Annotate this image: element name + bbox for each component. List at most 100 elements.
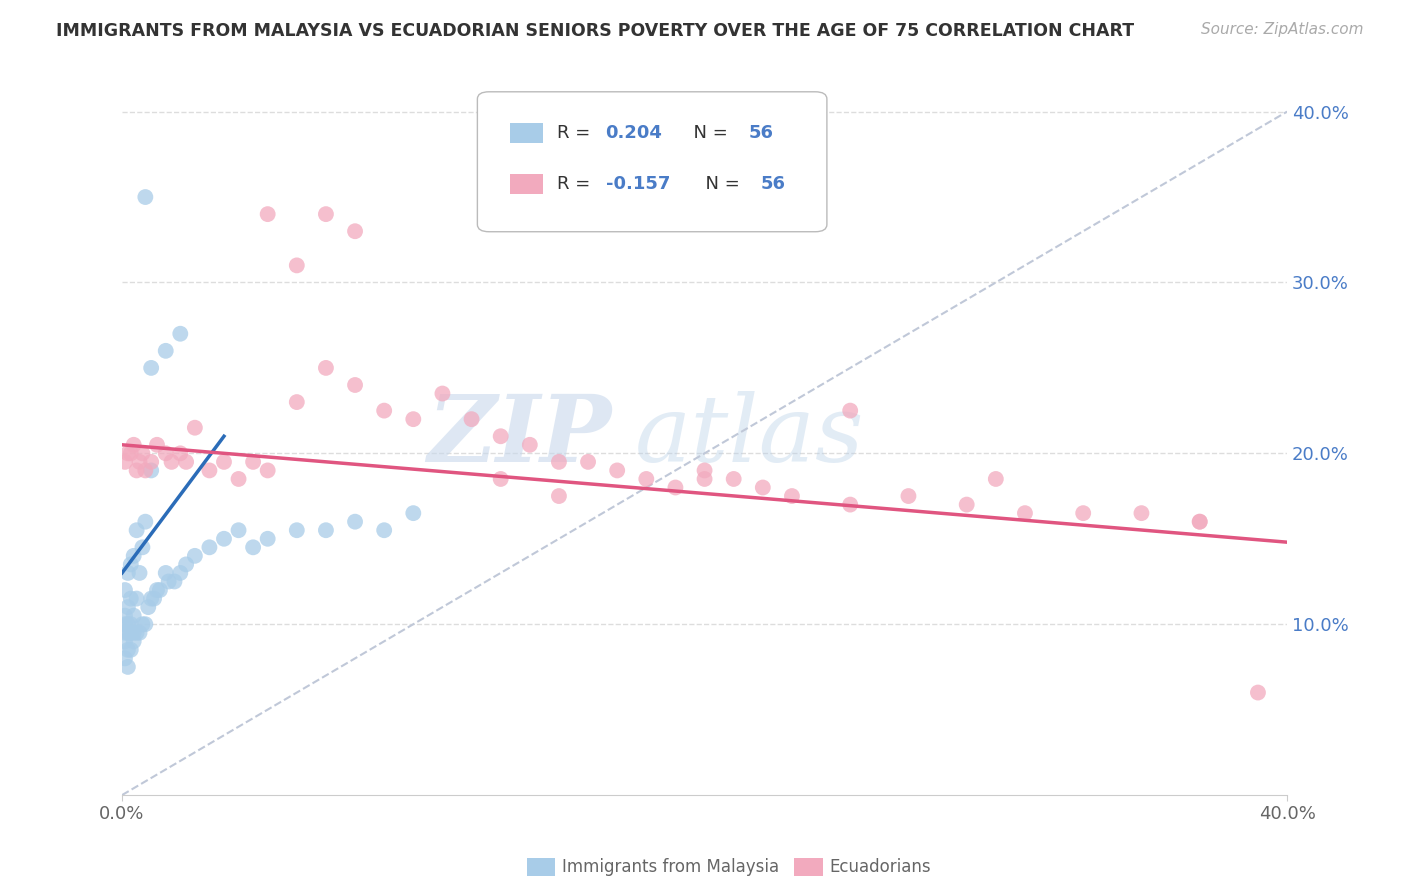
Text: 0.204: 0.204 (606, 124, 662, 143)
FancyBboxPatch shape (478, 92, 827, 232)
Point (548, 455, 571, 469)
Point (114, 634, 136, 648)
Text: IMMIGRANTS FROM MALAYSIA VS ECUADORIAN SENIORS POVERTY OVER THE AGE OF 75 CORREL: IMMIGRANTS FROM MALAYSIA VS ECUADORIAN S… (56, 22, 1135, 40)
Point (149, 582, 172, 597)
Point (184, 549, 207, 563)
Point (548, 489, 571, 503)
Point (131, 541, 153, 555)
Text: R =: R = (557, 175, 596, 193)
Point (128, 455, 150, 469)
Point (212, 532, 235, 546)
FancyBboxPatch shape (510, 123, 543, 144)
Point (128, 566, 150, 580)
Point (780, 489, 803, 503)
Point (402, 412, 425, 426)
Point (839, 498, 862, 512)
Point (141, 360, 163, 375)
Point (131, 617, 153, 632)
Text: R =: R = (557, 124, 596, 143)
Point (114, 625, 136, 640)
Point (285, 523, 308, 537)
Point (285, 395, 308, 409)
Point (114, 651, 136, 665)
Point (122, 634, 145, 648)
Point (117, 625, 139, 640)
Point (184, 420, 207, 434)
Point (125, 625, 148, 640)
Text: Ecuadorians: Ecuadorians (830, 858, 931, 876)
Point (212, 455, 235, 469)
Point (432, 386, 454, 401)
Text: -0.157: -0.157 (606, 175, 669, 193)
Point (1188, 515, 1211, 529)
Point (693, 463, 716, 477)
Point (114, 617, 136, 632)
Point (125, 591, 148, 606)
Point (664, 481, 686, 495)
Text: Immigrants from Malaysia: Immigrants from Malaysia (562, 858, 779, 876)
Point (134, 463, 156, 477)
Point (198, 541, 221, 555)
Point (125, 463, 148, 477)
Point (315, 523, 337, 537)
Point (752, 481, 775, 495)
Point (285, 259, 308, 273)
Point (120, 617, 142, 632)
Point (956, 498, 979, 512)
Text: atlas: atlas (634, 392, 865, 482)
Point (489, 472, 512, 486)
Point (693, 472, 716, 486)
Point (155, 566, 177, 580)
Point (117, 600, 139, 615)
Point (1014, 506, 1036, 520)
Point (519, 438, 541, 452)
Point (122, 625, 145, 640)
Point (344, 515, 367, 529)
Point (146, 438, 169, 452)
Point (839, 403, 862, 417)
Point (114, 455, 136, 469)
Point (134, 190, 156, 204)
Point (169, 446, 191, 460)
Point (256, 207, 278, 221)
Point (897, 489, 920, 503)
Text: N =: N = (682, 124, 734, 143)
Point (460, 412, 482, 426)
Point (131, 446, 153, 460)
Point (1071, 506, 1094, 520)
Point (723, 472, 745, 486)
Point (117, 446, 139, 460)
Point (146, 582, 169, 597)
Point (120, 446, 142, 460)
Point (228, 523, 250, 537)
Point (141, 463, 163, 477)
Point (344, 224, 367, 238)
Point (117, 617, 139, 632)
Point (143, 591, 166, 606)
Point (141, 455, 163, 469)
Point (984, 472, 1007, 486)
Point (373, 523, 395, 537)
Text: 56: 56 (761, 175, 786, 193)
Point (256, 532, 278, 546)
Point (160, 455, 183, 469)
Text: 56: 56 (749, 124, 773, 143)
Point (128, 625, 150, 640)
FancyBboxPatch shape (510, 174, 543, 194)
Point (198, 463, 221, 477)
Point (373, 403, 395, 417)
Point (315, 207, 337, 221)
Point (1247, 685, 1270, 699)
Point (114, 582, 136, 597)
Point (134, 515, 156, 529)
Point (606, 463, 628, 477)
Point (141, 591, 163, 606)
Point (122, 438, 145, 452)
Point (242, 455, 264, 469)
Point (174, 558, 197, 572)
Point (576, 455, 599, 469)
Point (256, 463, 278, 477)
Point (242, 541, 264, 555)
Point (120, 591, 142, 606)
Point (114, 608, 136, 623)
